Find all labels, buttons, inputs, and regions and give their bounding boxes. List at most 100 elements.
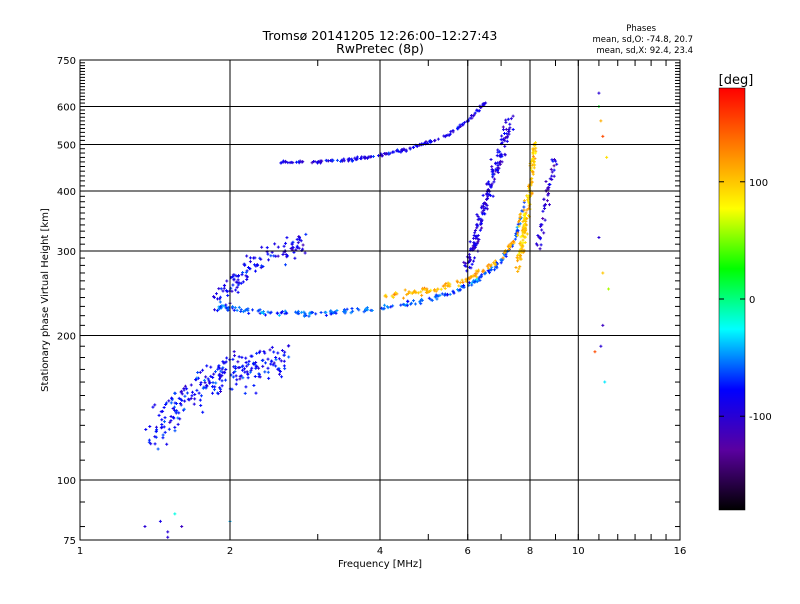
echo-point — [260, 245, 264, 249]
echo-point — [530, 192, 534, 196]
echo-point — [543, 207, 547, 211]
echo-point — [401, 302, 405, 306]
echo-point — [339, 159, 343, 163]
echo-point — [207, 379, 211, 383]
x-tick-label: 16 — [674, 546, 687, 557]
echo-point — [508, 126, 512, 130]
echo-point — [519, 235, 523, 239]
echo-point — [406, 292, 410, 296]
echo-point — [522, 199, 526, 203]
echo-point — [486, 266, 490, 270]
echo-point — [220, 379, 224, 383]
echo-point — [261, 364, 265, 368]
echo-point — [173, 391, 177, 395]
echo-point — [279, 161, 283, 165]
echo-point — [275, 311, 279, 315]
echo-point — [303, 251, 307, 255]
echo-point — [597, 91, 601, 95]
echo-point — [222, 361, 226, 365]
echo-point — [183, 399, 187, 403]
echo-point — [550, 177, 554, 181]
echo-point — [245, 277, 249, 281]
echo-point — [244, 385, 248, 389]
echo-point — [485, 207, 489, 211]
echo-point — [324, 158, 328, 162]
echo-point — [351, 309, 355, 313]
echo-point — [474, 269, 478, 273]
echo-point — [548, 183, 552, 187]
echo-point — [545, 199, 549, 203]
y-tick-label: 600 — [57, 103, 76, 114]
echo-point — [603, 380, 607, 384]
echo-point — [183, 394, 187, 398]
echo-point — [477, 268, 481, 272]
echo-point — [443, 293, 447, 297]
echo-point — [394, 291, 398, 295]
echo-point — [468, 260, 472, 264]
echo-point — [500, 141, 504, 145]
echo-point — [455, 127, 459, 131]
echo-point — [498, 162, 502, 166]
echo-point — [359, 157, 363, 161]
echo-point — [224, 289, 228, 293]
echo-point — [547, 191, 551, 195]
echo-point — [498, 159, 502, 163]
echo-point — [234, 382, 238, 386]
echo-point — [153, 403, 157, 407]
echo-point — [385, 152, 389, 156]
echo-point — [457, 284, 461, 288]
echo-point — [522, 205, 526, 209]
stats-o-mode: mean, sd,O: -74.8, 20.7 — [593, 35, 693, 45]
echo-point — [201, 368, 205, 372]
echo-point — [162, 406, 166, 410]
echo-point — [489, 263, 493, 267]
echo-point — [202, 378, 206, 382]
echo-point — [530, 180, 534, 184]
echo-point — [524, 235, 528, 239]
echo-point — [291, 240, 295, 244]
echo-point — [599, 119, 603, 123]
echo-point — [540, 228, 544, 232]
echo-point — [182, 407, 186, 411]
echo-point — [416, 291, 420, 295]
echo-point — [499, 152, 503, 156]
echo-point — [224, 303, 228, 307]
echo-point — [259, 257, 263, 261]
echo-point — [539, 243, 543, 247]
echo-point — [212, 372, 216, 376]
echo-point — [508, 122, 512, 126]
y-tick-label: 200 — [57, 332, 76, 343]
echo-point — [263, 351, 267, 355]
echo-point — [519, 212, 523, 216]
y-tick-label: 400 — [57, 187, 76, 198]
echo-point — [324, 313, 328, 317]
echo-point — [473, 111, 477, 115]
echo-point — [488, 193, 492, 197]
echo-point — [481, 193, 485, 197]
echo-point — [225, 279, 229, 283]
echo-point — [523, 230, 527, 234]
echo-point — [236, 283, 240, 287]
echo-point — [493, 268, 496, 272]
echo-point — [382, 306, 386, 310]
echo-point — [253, 374, 257, 378]
echo-point — [601, 323, 605, 327]
echo-point — [239, 281, 243, 285]
echo-point — [476, 215, 480, 219]
echo-point — [328, 310, 332, 314]
echo-point — [458, 281, 462, 285]
echo-point — [252, 256, 256, 260]
x-tick-label: 6 — [465, 546, 471, 557]
echo-point — [480, 226, 484, 230]
echo-point — [245, 364, 249, 368]
echo-point — [157, 413, 161, 417]
echo-point — [285, 236, 289, 240]
echo-point — [231, 283, 235, 287]
echo-point — [440, 292, 444, 296]
echo-point — [399, 150, 403, 154]
echo-point — [294, 310, 298, 314]
echo-point — [499, 138, 503, 142]
echo-point — [212, 295, 216, 299]
echo-point — [497, 154, 501, 158]
echo-point — [409, 291, 413, 295]
